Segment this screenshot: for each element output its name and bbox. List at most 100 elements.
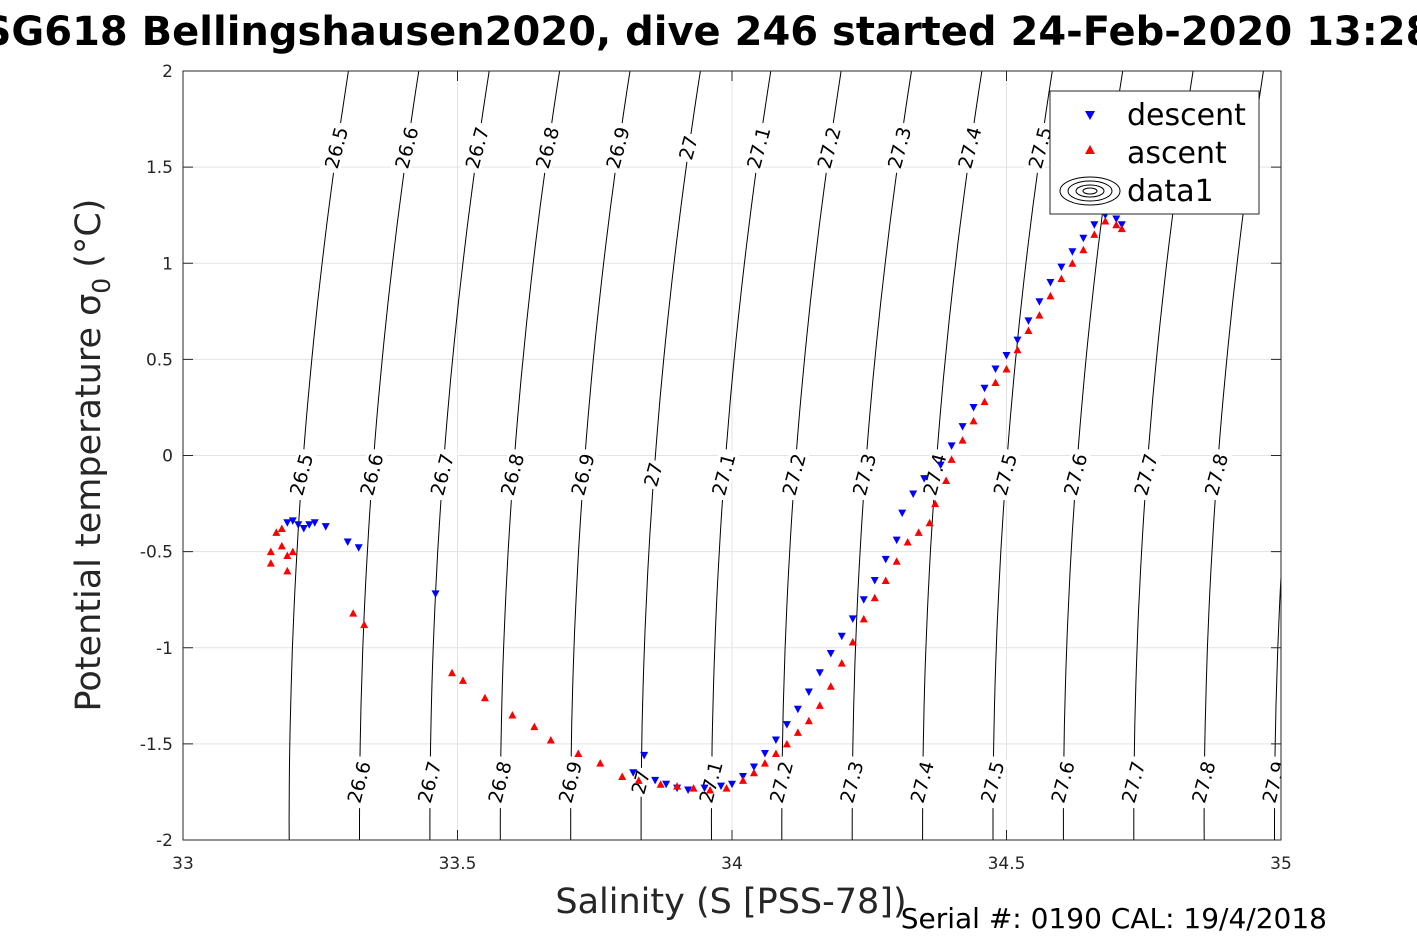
x-tick-label: 33.5 [439, 854, 477, 874]
ascent-point [793, 728, 802, 736]
ascent-point [991, 378, 1000, 386]
ascent-point [848, 637, 857, 646]
contour-label-text: 26.6 [344, 759, 376, 806]
contour-label-bg [1116, 755, 1150, 809]
descent-point [1024, 317, 1033, 325]
legend: descent ascent data1 [1049, 90, 1260, 215]
descent-point [288, 517, 297, 525]
contour-label-text: 27.1 [743, 125, 775, 172]
descent-point [1090, 221, 1099, 229]
contour-label-text: 27.6 [1060, 451, 1092, 498]
contour-label: 27.6 [1046, 755, 1080, 809]
ascent-point [903, 538, 912, 546]
ascent-point [1002, 364, 1011, 373]
ascent-point [881, 576, 890, 584]
ascent-point [722, 784, 731, 792]
contour-label-bg [1129, 447, 1162, 502]
ascent-point [925, 518, 934, 527]
contour-label-text: 27.7 [1118, 759, 1150, 806]
data-series [266, 211, 1126, 795]
contour-label-bg [1046, 755, 1079, 809]
ascent-point [980, 397, 989, 406]
density-contour-line [640, 71, 701, 840]
contour-label: 26.7 [413, 755, 446, 809]
contour-label: 26.8 [531, 120, 564, 175]
contour-label-bg [1023, 120, 1056, 175]
descent-point [1002, 352, 1011, 360]
density-contour-line [1345, 71, 1404, 840]
descent-point [321, 523, 330, 531]
descent-point [1013, 336, 1022, 345]
descent-point [343, 538, 352, 547]
ascent-point [771, 749, 780, 757]
ascent-point [738, 776, 747, 784]
descent-point [947, 442, 956, 450]
chart-title: SG618 Bellingshausen2020, dive 246 start… [0, 9, 1417, 55]
contour-label-text: 27.8 [1201, 451, 1233, 498]
contour-label-bg [413, 755, 446, 809]
contour-label-text: 26.8 [484, 759, 516, 806]
x-tick-label: 34 [721, 854, 743, 874]
ascent-point [1024, 326, 1033, 335]
contour-label-bg [1257, 755, 1281, 809]
y-axis-label-sub: 0 [87, 278, 116, 294]
ascent-point [892, 557, 901, 565]
descent-point [980, 384, 989, 393]
ascent-point [1117, 224, 1126, 233]
ascent-point [574, 749, 583, 757]
contour-label-bg [812, 120, 845, 175]
ascent-point [1090, 230, 1099, 238]
ascent-point [1101, 216, 1110, 225]
ascent-point [914, 528, 923, 536]
ascent-point [1046, 291, 1055, 300]
ascent-point [689, 784, 698, 792]
ascent-point [947, 455, 956, 463]
y-tick-label: 1 [162, 254, 173, 274]
legend-ascent-marker [1085, 145, 1095, 154]
ascent-point [277, 524, 286, 533]
contour-label-bg [639, 458, 667, 491]
contour-label-bg [496, 447, 529, 502]
ascent-point [266, 547, 275, 556]
contour-label-text: 27.7 [1130, 451, 1162, 498]
descent-point [936, 461, 945, 470]
contour-label-bg [918, 447, 951, 502]
contour-label-bg [742, 120, 775, 175]
descent-point [848, 615, 857, 623]
ascent-point [530, 722, 539, 731]
ascent-point [1079, 245, 1088, 254]
ascent-point [448, 668, 457, 677]
descent-point [662, 780, 671, 789]
descent-point [294, 521, 303, 529]
descent-point [1057, 263, 1066, 272]
contour-label-text: 27.2 [779, 451, 811, 498]
descent-point [684, 786, 693, 795]
descent-point [1112, 215, 1121, 224]
descent-point [909, 490, 918, 498]
descent-point [826, 650, 835, 658]
descent-point [717, 782, 726, 791]
contour-label: 27.3 [835, 755, 869, 809]
descent-point [431, 590, 440, 598]
contour-label: 26.6 [342, 755, 376, 809]
descent-point [920, 475, 929, 483]
contour-label-bg [764, 755, 798, 809]
series-descent [283, 211, 1126, 795]
contour-label: 27 [674, 131, 703, 164]
contour-label-bg [707, 447, 740, 502]
contour-label-text: 27.2 [766, 759, 798, 806]
contour-label-text: 27.5 [990, 451, 1022, 498]
contour-label: 27.7 [1116, 755, 1150, 809]
contour-label-text: 26.6 [356, 451, 388, 498]
contour-label-bg [483, 755, 516, 809]
contour-label-text: 26.8 [497, 451, 529, 498]
ascent-point [656, 780, 665, 788]
contour-label-text: 26.9 [567, 451, 599, 498]
ascent-point [826, 682, 835, 690]
ascent-point [1035, 311, 1044, 319]
ascent-point [480, 693, 489, 702]
contour-label-text: 26.5 [286, 451, 318, 498]
x-tick-label: 33 [172, 854, 194, 874]
contour-label-bg [355, 447, 388, 502]
